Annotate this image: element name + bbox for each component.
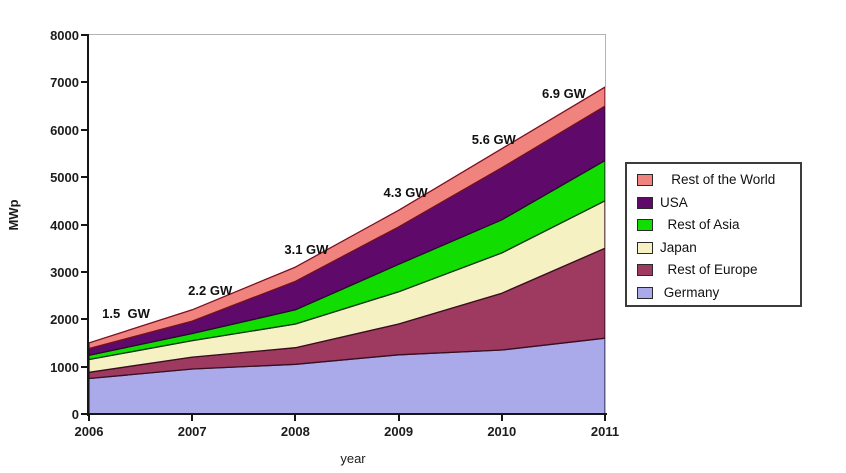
area-rest-of-the-world [89,86,605,350]
y-tick-mark [81,176,87,179]
y-tick-mark [81,128,87,131]
y-tick-label: 5000 [50,170,79,186]
x-tick-mark [500,415,503,421]
x-tick-mark [191,415,194,421]
x-tick-mark [88,415,90,421]
y-axis-line [87,34,89,416]
annotation-total-2008: 3.1 GW [284,242,329,258]
plot-frame-right [605,35,606,414]
legend-swatch--rest-of-asia [637,219,653,232]
legend-label: Japan [660,239,697,255]
x-tick-mark [294,415,297,421]
legend-item--rest-of-europe: Rest of Europe [627,259,800,282]
legend-swatch--rest-of-the-world [637,174,653,187]
legend-label: Germany [660,284,720,300]
y-tick-label: 8000 [50,28,79,43]
y-tick-label: 1000 [50,359,79,375]
legend-label: USA [660,194,688,210]
legend-swatch-usa [637,196,653,209]
y-tick-label: 6000 [50,122,79,138]
annotation-total-2007: 2.2 GW [188,282,233,298]
x-tick-label-2010: 2010 [487,424,517,439]
legend-swatch--germany [637,286,653,299]
y-tick-mark [81,413,87,415]
y-tick-mark [81,318,87,321]
y-tick-mark [81,34,87,36]
y-tick-label: 3000 [50,264,79,280]
y-tick-mark [81,270,87,273]
legend-item--rest-of-the-world: Rest of the World [627,169,800,192]
legend-item--rest-of-asia: Rest of Asia [627,214,800,237]
annotation-total-2010: 5.6 GW [471,131,516,147]
x-tick-label-2006: 2006 [74,424,104,439]
x-tick-label-2008: 2008 [280,424,310,439]
legend-item--germany: Germany [627,282,800,305]
x-axis-line [87,413,607,415]
legend-box: Rest of the World USA Rest of Asia Japan R… [625,162,802,307]
legend-label: Rest of the World [660,172,776,188]
y-tick-label: 2000 [50,312,79,328]
plot-frame-top [89,34,606,35]
y-tick-mark [81,81,87,84]
x-tick-mark [604,415,606,421]
y-tick-mark [81,223,87,226]
y-tick-label: 7000 [50,75,79,91]
annotation-total-2006: 1.5 GW [102,305,150,321]
legend-label: Rest of Europe [660,262,758,278]
y-axis-title: MWp [6,199,21,231]
legend-swatch--rest-of-europe [637,264,653,277]
annotation-total-2009: 4.3 GW [383,185,428,201]
y-tick-mark [81,365,87,368]
x-tick-label-2009: 2009 [384,424,414,439]
x-tick-label-2011: 2011 [590,424,620,439]
x-tick-label-2007: 2007 [177,424,207,439]
legend-swatch-japan [637,241,653,254]
legend-item-japan: Japan [627,237,800,260]
x-tick-mark [397,415,400,421]
y-tick-label: 4000 [50,217,79,233]
legend-label: Rest of Asia [660,217,740,233]
x-axis-title: year [340,451,366,466]
annotation-total-2011: 6.9 GW [541,86,587,102]
y-tick-label: 0 [71,407,79,422]
legend-item-usa: USA [627,192,800,215]
plot-area [89,86,605,414]
